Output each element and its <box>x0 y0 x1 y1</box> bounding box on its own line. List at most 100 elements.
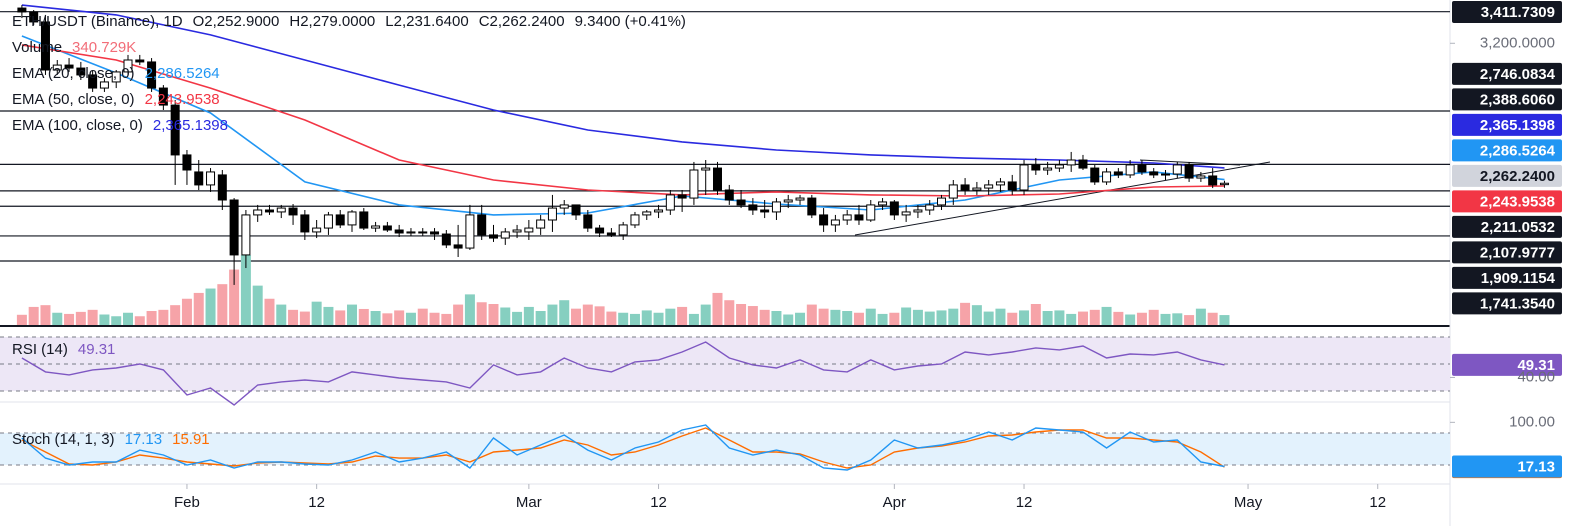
volume-bar <box>16 314 27 325</box>
price-tag-label: 2,746.0834 <box>1480 66 1556 83</box>
volume-bar <box>75 311 86 325</box>
volume-bar <box>1007 312 1018 325</box>
candle-body <box>123 59 133 73</box>
series-line <box>21 424 1225 471</box>
ohlc-value: H2,279.0000 <box>289 13 376 30</box>
candle-body <box>312 227 322 233</box>
volume-bar <box>87 309 98 325</box>
price-tag-label: 1,909.1154 <box>1481 270 1556 287</box>
candle-body <box>606 232 616 236</box>
volume-bar <box>795 312 806 325</box>
x-tick-label: Mar <box>516 494 542 511</box>
price-tag-label: 3,411.7309 <box>1481 4 1555 21</box>
volume-bar <box>429 312 440 325</box>
candle-body <box>135 59 145 63</box>
candle-body <box>111 71 121 83</box>
legend-row: EMA (50, close, 0) 2,243.9538 <box>12 87 696 113</box>
volume-bar <box>1184 315 1195 325</box>
volume-bar <box>747 306 758 325</box>
legend-row: RSI (14) 49.31 <box>12 337 125 363</box>
ohlc-value: L2,231.6400 <box>385 13 469 30</box>
legend-row: EMA (20, close, 0) 2,286.5264 <box>12 61 696 87</box>
legend-value: 2,243.9538 <box>144 91 220 108</box>
price-tag-label: 2,107.9777 <box>1480 244 1555 261</box>
candle-body <box>618 224 628 236</box>
candle-body <box>889 201 899 216</box>
volume-bar <box>948 308 959 325</box>
price-tag <box>1452 266 1562 289</box>
volume-bar <box>299 311 310 325</box>
candle-body <box>807 197 817 216</box>
candle-body <box>88 74 98 89</box>
volume-bar <box>111 316 122 325</box>
volume-bar <box>217 284 228 325</box>
volume-bar <box>1125 314 1136 325</box>
candle-body <box>158 87 168 106</box>
candle-body <box>1184 164 1194 179</box>
candle-body <box>1102 171 1112 183</box>
candle-body <box>760 209 770 213</box>
candle-body <box>1172 164 1182 175</box>
legend-name: Stoch (14, 1, 3) <box>12 431 115 448</box>
volume-bar <box>193 292 204 325</box>
candle-body <box>170 104 180 156</box>
volume-bar <box>1089 309 1100 325</box>
candle-body <box>830 219 840 226</box>
vol-layer <box>16 255 1230 325</box>
volume-bar <box>571 308 582 325</box>
candle-body <box>206 171 216 186</box>
tags-layer: 3,411.7309 2,746.0834 2,388.6060 2,365.1398… <box>1452 1 1562 479</box>
price-tag-label: 2,286.5264 <box>1480 142 1556 159</box>
candle-body <box>559 204 569 209</box>
candle-body <box>736 199 746 206</box>
candle-body <box>1043 167 1053 171</box>
candle-body <box>913 209 923 213</box>
legend-name: EMA (20, close, 0) <box>12 65 135 82</box>
volume-bar <box>641 310 652 325</box>
price-tag-label: 2,262.2400 <box>1480 168 1555 185</box>
candle-body <box>866 204 876 221</box>
candle-body <box>547 207 557 221</box>
candle-body <box>878 201 888 206</box>
price-tag-label: 2,243.9538 <box>1480 193 1555 210</box>
volume-bar <box>606 311 617 325</box>
volume-bar <box>28 306 39 325</box>
volume-bar <box>453 304 464 325</box>
candle-body <box>512 229 522 233</box>
volume-bar <box>500 307 511 325</box>
volume-bar <box>653 312 664 325</box>
legend-name: EMA (100, close, 0) <box>12 117 143 134</box>
candle-body <box>300 214 310 233</box>
candle-body <box>925 204 935 211</box>
volume-bar <box>995 308 1006 325</box>
candle-body <box>1113 171 1123 176</box>
price-tag <box>1452 139 1562 162</box>
volume-bar <box>170 305 181 325</box>
price-tag-label: 2,211.0532 <box>1481 219 1555 236</box>
volume-bar <box>759 309 770 325</box>
x-tick-label: 12 <box>1016 494 1033 511</box>
candle-body <box>1090 167 1100 183</box>
candle-body <box>1208 175 1218 186</box>
candle-body <box>642 211 652 216</box>
candle-body <box>182 154 192 171</box>
volume-bar <box>783 314 794 325</box>
candle-body <box>17 7 27 13</box>
candle-body <box>488 234 498 239</box>
volume-bar <box>1030 304 1041 325</box>
candle-body <box>819 214 829 226</box>
candle-body <box>441 233 451 246</box>
legend-row: ETH/USDT (Binance), 1D O2,252.9000 H2,279.… <box>12 9 696 35</box>
volume-bar <box>240 255 251 325</box>
legend-row: Volume 340.729K <box>12 35 696 61</box>
volume-bar <box>40 305 51 325</box>
volume-bar <box>983 311 994 325</box>
value-tag <box>1452 353 1562 376</box>
volume-bar <box>523 306 534 325</box>
volume-bar <box>1019 310 1030 325</box>
candle-body <box>64 64 74 69</box>
volume-bar <box>901 307 912 325</box>
volume-bar <box>865 308 876 325</box>
candle-body <box>995 181 1005 186</box>
